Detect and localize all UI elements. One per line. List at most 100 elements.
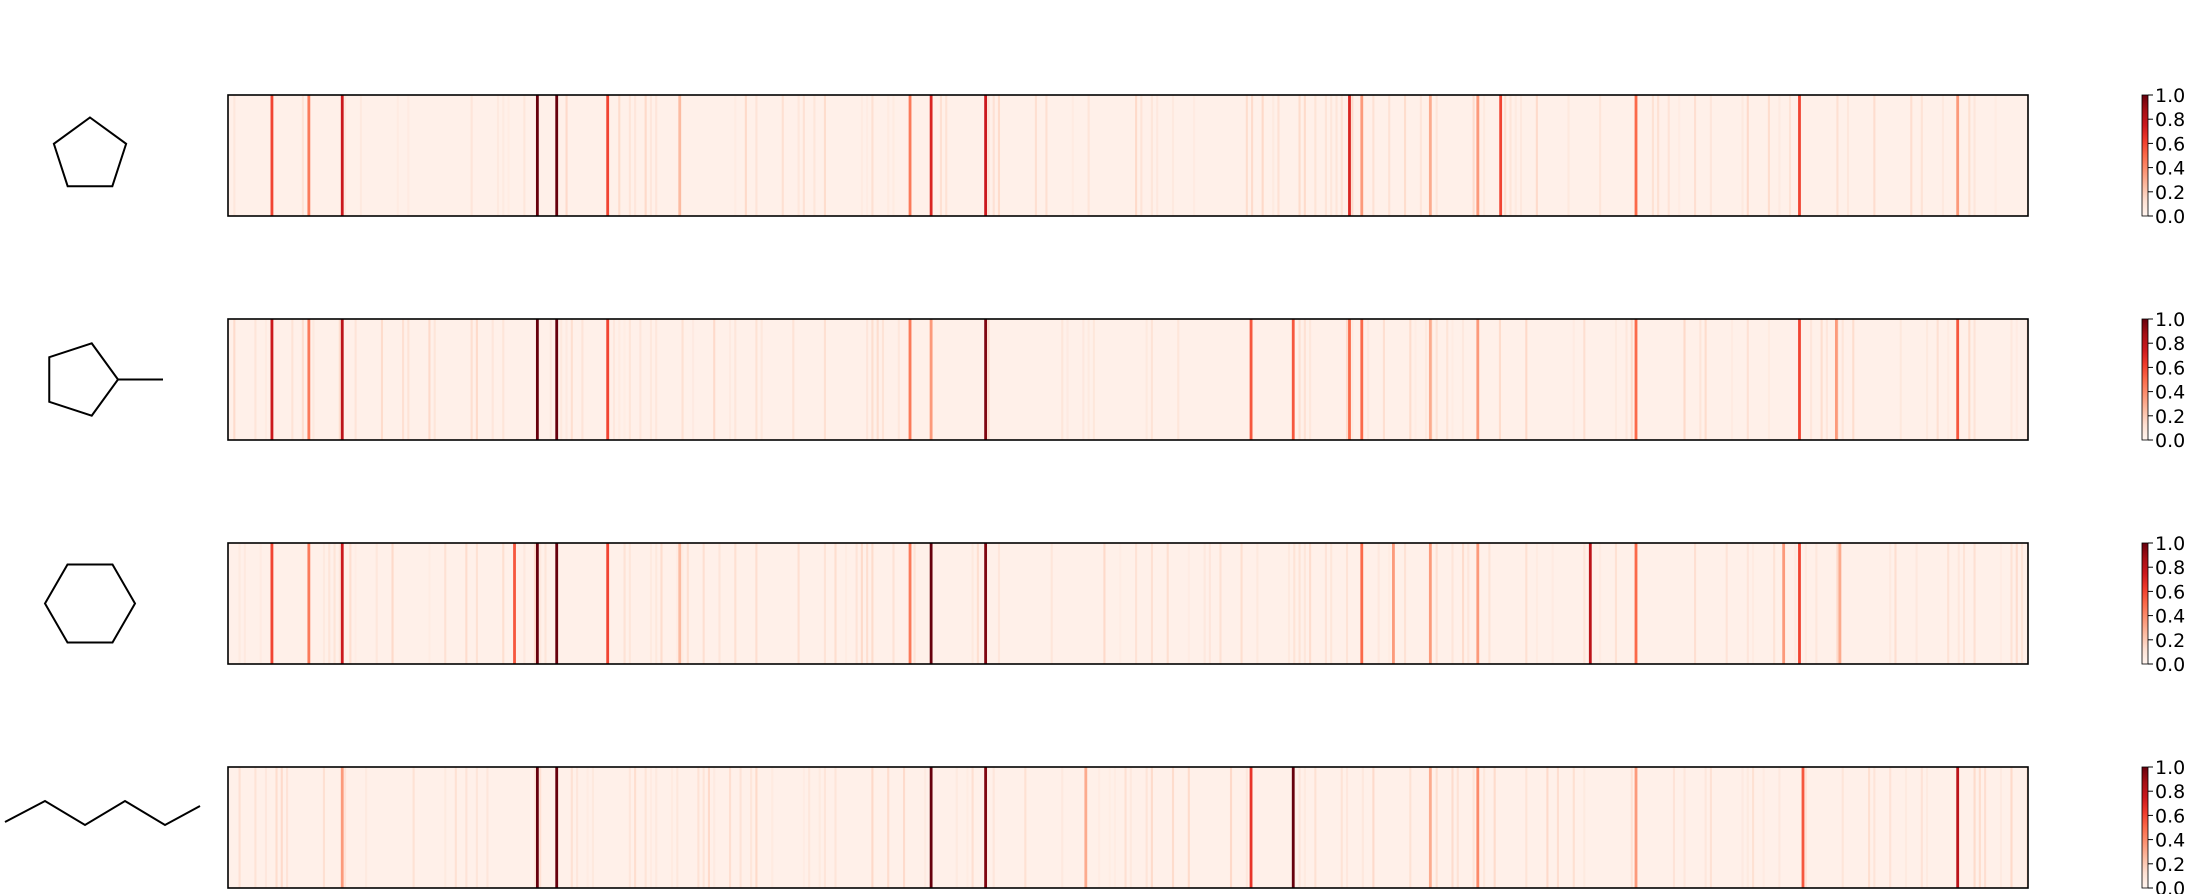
colorbar-tick-label: 0.4 (2155, 606, 2185, 628)
heatmap-column-684 (1428, 95, 1432, 216)
heatmap-column-65 (340, 319, 344, 440)
heatmap-frame (227, 766, 2029, 889)
heatmap-column-388 (908, 543, 912, 664)
heatmap-column-606 (1291, 319, 1295, 440)
hexane-structure-icon (4, 799, 201, 827)
heatmap-column-187 (555, 95, 559, 216)
heatmap-faint-columns (233, 319, 2029, 440)
heatmap-column-176 (535, 319, 539, 440)
heatmap-column-801 (1634, 319, 1638, 440)
colorbar-tick-label: 0.4 (2155, 382, 2185, 404)
heatmap-column-400 (929, 95, 933, 216)
colorbar-tick-label: 0.6 (2155, 581, 2185, 603)
heatmap-faint-columns (233, 95, 1997, 216)
heatmap-column-606 (1291, 767, 1295, 888)
colorbar-tick-label: 0.0 (2155, 206, 2185, 228)
heatmap-background (228, 95, 2028, 216)
heatmap-column-645 (1360, 543, 1364, 664)
methylcyclopentane-structure-icon (48, 342, 163, 417)
heatmap-column-216 (606, 95, 610, 216)
colorbar-tick-label: 1.0 (2155, 757, 2185, 779)
heatmap-background (228, 767, 2028, 888)
heatmap-column-46 (307, 543, 311, 664)
heatmap-column-724 (1499, 95, 1503, 216)
heatmap-faint-columns (238, 767, 2029, 888)
heatmap-column-187 (555, 319, 559, 440)
heatmap-panel-cyclohexane: 0.00.20.4 0.60.81.0 (43, 533, 2185, 676)
heatmap-panels: 0.00.20.40.60.81.00.00.20.40.60.81.00.00… (4, 85, 2185, 894)
heatmap-column-216 (606, 319, 610, 440)
heatmap-column-582 (1249, 767, 1253, 888)
heatmap-column-187 (555, 767, 559, 888)
heatmap-column-984 (1956, 319, 1960, 440)
heatmap-panel-hexane: 0.0 0.20.4 0.60.81.0 (4, 757, 2185, 894)
heatmap-column-801 (1634, 543, 1638, 664)
colorbar: 0.00.20.40.60.81.0 (2141, 309, 2185, 452)
cyclopentane-structure-icon (52, 116, 128, 188)
colorbar-tick-label: 0.6 (2155, 805, 2185, 827)
heatmap-column-663 (1392, 543, 1395, 664)
heatmap-column-801 (1634, 95, 1638, 216)
heatmap-column-257 (678, 95, 682, 216)
colorbar-tick-label: 0.0 (2155, 878, 2185, 894)
heatmap-column-645 (1360, 95, 1364, 216)
heatmap-background (228, 543, 2028, 664)
heatmap-column-400 (929, 543, 933, 664)
colorbar-tick-label: 0.0 (2155, 654, 2185, 676)
heatmap-column-638 (1348, 319, 1351, 440)
colorbar-gradient (2141, 94, 2149, 217)
colorbar-tick-label: 0.8 (2155, 109, 2185, 131)
heatmap-frame (227, 94, 2029, 217)
heatmap-column-65 (340, 767, 344, 888)
colorbar-tick-label: 0.8 (2155, 333, 2185, 355)
heatmap-column-46 (307, 319, 311, 440)
heatmap-column-894 (1798, 543, 1801, 664)
heatmap-panel-cyclopentane: 0.00.20.4 0.60.81.0 (52, 85, 2185, 228)
heatmap-column-711 (1476, 543, 1480, 664)
colorbar-tick-label: 0.8 (2155, 557, 2185, 579)
colorbar-tick-label: 0.4 (2155, 830, 2185, 852)
heatmap-column-25 (270, 543, 274, 664)
heatmap-frame (227, 542, 2029, 665)
heatmap-column-25 (270, 319, 274, 440)
colorbar-tick-label: 0.2 (2155, 182, 2185, 204)
heatmap-column-984 (1956, 767, 1960, 888)
colorbar-tick-label: 0.4 (2155, 158, 2185, 180)
heatmap-column-915 (1834, 319, 1838, 440)
heatmap-column-431 (984, 95, 988, 216)
heatmap-column-65 (340, 95, 344, 216)
heatmap-column-711 (1476, 767, 1480, 888)
heatmap-column-400 (929, 319, 933, 440)
heatmap-column-896 (1801, 767, 1805, 888)
heatmap-column-431 (984, 543, 988, 664)
heatmap-column-431 (984, 767, 988, 888)
heatmap-column-684 (1428, 767, 1432, 888)
heatmap-column-388 (908, 95, 912, 216)
heatmap-frame (227, 318, 2029, 441)
colorbar-tick-label: 0.6 (2155, 357, 2185, 379)
colorbar-tick-label: 1.0 (2155, 533, 2185, 555)
heatmap-panel-methylcyclopentane: 0.00.20.4 0.60.81.0 (48, 309, 2185, 452)
colorbar-tick-label: 0.6 (2155, 133, 2185, 155)
colorbar: 0.00.20.4 0.60.81.0 (2141, 85, 2185, 228)
colorbar-tick-label: 0.8 (2155, 781, 2185, 803)
colorbar-tick-label: 0.2 (2155, 630, 2185, 652)
colorbar-tick-label: 0.2 (2155, 854, 2185, 876)
colorbar: 0.0 0.20.4 0.60.81.0 (2141, 757, 2185, 894)
heatmap-background (228, 319, 2028, 440)
heatmap-column-582 (1249, 319, 1253, 440)
colorbar-tick-label: 0.0 (2155, 430, 2185, 452)
heatmap-column-176 (535, 543, 539, 664)
heatmap-column-885 (1782, 543, 1786, 664)
heatmap-column-400 (929, 767, 933, 888)
cyclohexane-structure-icon (43, 563, 137, 644)
heatmap-column-684 (1428, 319, 1432, 440)
heatmap-column-801 (1634, 767, 1638, 888)
heatmap-column-216 (606, 543, 610, 664)
heatmap-column-388 (908, 319, 912, 440)
heatmap-column-431 (984, 319, 988, 440)
heatmap-column-25 (270, 95, 274, 216)
heatmap-column-645 (1360, 319, 1364, 440)
colorbar-tick-label: 1.0 (2155, 85, 2185, 107)
colorbar-gradient (2141, 766, 2149, 889)
